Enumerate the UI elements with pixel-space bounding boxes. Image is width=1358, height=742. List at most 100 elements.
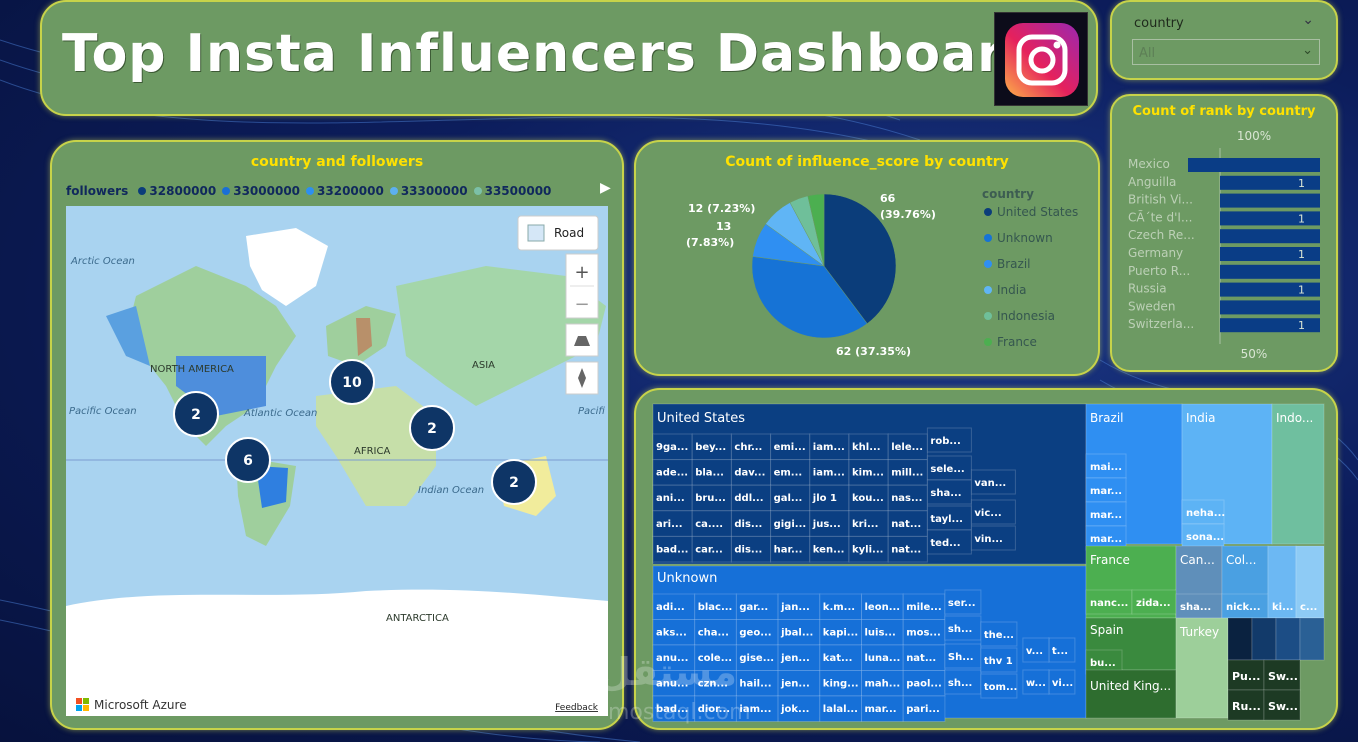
treemap-cell[interactable] [902, 644, 946, 671]
treemap-cell[interactable] [1275, 617, 1301, 661]
pie-legend-item[interactable]: India [997, 283, 1026, 297]
treemap-cell[interactable] [777, 593, 821, 620]
cluster-marker[interactable] [409, 405, 455, 451]
pie-legend-item[interactable]: Indonesia [997, 309, 1055, 323]
treemap-cell[interactable] [1085, 501, 1127, 527]
pie-legend-item[interactable]: Brazil [997, 257, 1031, 271]
treemap-cell[interactable] [861, 695, 904, 722]
treemap-cell[interactable] [926, 505, 972, 531]
treemap-cell[interactable] [819, 695, 863, 722]
treemap-cell[interactable] [809, 484, 850, 512]
treemap-cell[interactable] [887, 459, 928, 486]
bar[interactable] [1220, 193, 1320, 208]
treemap-cell[interactable] [735, 695, 779, 722]
treemap-cell[interactable] [1048, 669, 1076, 695]
treemap-cell[interactable] [944, 589, 982, 615]
treemap-cell[interactable] [861, 644, 904, 671]
treemap-cell[interactable] [735, 670, 779, 697]
treemap-group-uk[interactable] [1085, 669, 1177, 719]
cluster-marker[interactable] [491, 459, 537, 505]
treemap-cell[interactable] [691, 433, 732, 461]
treemap-cell[interactable] [926, 529, 972, 555]
zoom-out-button[interactable]: − [574, 294, 589, 315]
treemap-cell[interactable] [1085, 453, 1127, 479]
treemap-cell[interactable] [1048, 637, 1076, 663]
bar[interactable] [1220, 247, 1320, 261]
treemap-cell[interactable] [1263, 659, 1301, 691]
treemap-cell[interactable] [944, 669, 982, 695]
treemap-cell[interactable] [944, 615, 982, 641]
bar[interactable] [1188, 158, 1320, 172]
treemap-cell[interactable] [652, 619, 696, 646]
treemap-cell[interactable] [902, 670, 946, 697]
cluster-marker[interactable] [225, 437, 271, 483]
pie-legend-item[interactable]: Unknown [997, 231, 1053, 245]
treemap-cell[interactable] [777, 644, 821, 671]
treemap-cell[interactable] [691, 459, 732, 486]
world-map[interactable]: Arctic Ocean Pacific Ocean Atlantic Ocea… [66, 206, 608, 716]
treemap-cell[interactable] [902, 695, 946, 722]
treemap-cell[interactable] [1022, 669, 1050, 695]
treemap-cell[interactable] [691, 510, 732, 537]
treemap-cell[interactable] [861, 619, 904, 646]
treemap-cell[interactable] [770, 535, 811, 563]
treemap-cell[interactable] [730, 484, 772, 512]
treemap-cell[interactable] [980, 621, 1018, 647]
pie-legend-item[interactable]: United States [997, 205, 1078, 219]
treemap-cell[interactable] [1251, 617, 1277, 661]
treemap-group-indonesia[interactable] [1271, 403, 1325, 545]
treemap-cell[interactable] [819, 593, 863, 620]
treemap-cell[interactable] [770, 510, 811, 537]
bar[interactable] [1220, 300, 1320, 315]
treemap-cell[interactable] [652, 484, 693, 512]
treemap-cell[interactable] [980, 673, 1018, 699]
country-dropdown[interactable]: All ⌄ [1132, 39, 1320, 65]
treemap-cell[interactable] [694, 593, 737, 620]
zoom-in-button[interactable]: + [574, 262, 589, 283]
treemap-cell[interactable] [819, 670, 863, 697]
treemap-cell[interactable] [848, 535, 889, 563]
treemap-cell[interactable] [1227, 617, 1253, 661]
treemap-cell[interactable] [691, 535, 732, 563]
bar[interactable] [1220, 175, 1320, 190]
treemap-cell[interactable] [652, 535, 693, 563]
treemap-cell[interactable] [848, 510, 889, 537]
cluster-marker[interactable] [173, 391, 219, 437]
treemap-cell[interactable] [1085, 589, 1133, 615]
bar[interactable] [1220, 282, 1320, 297]
treemap-cell[interactable] [970, 499, 1016, 525]
treemap-cell[interactable] [926, 479, 972, 505]
treemap-cell[interactable] [926, 427, 972, 453]
bar[interactable] [1220, 318, 1320, 333]
treemap-cell[interactable] [887, 433, 928, 461]
pie-legend-item[interactable]: France [997, 335, 1037, 349]
treemap-cell[interactable] [777, 695, 821, 722]
treemap-cell[interactable] [730, 433, 772, 461]
pie-slice[interactable] [807, 193, 825, 267]
treemap-cell[interactable] [1227, 689, 1265, 721]
chevron-down-icon[interactable]: ⌄ [1302, 12, 1314, 28]
treemap-cell[interactable] [887, 535, 928, 563]
treemap-cell[interactable] [1221, 593, 1269, 619]
treemap-cell[interactable] [652, 459, 693, 486]
treemap-cell[interactable] [809, 433, 850, 461]
treemap-cell[interactable] [887, 484, 928, 512]
treemap-cell[interactable] [652, 670, 696, 697]
cluster-marker[interactable] [329, 359, 375, 405]
treemap-cell[interactable] [1131, 589, 1179, 615]
treemap-cell[interactable] [1022, 637, 1050, 663]
pie-slice[interactable] [751, 256, 868, 339]
treemap-cell[interactable] [970, 469, 1016, 495]
treemap-cell[interactable] [1263, 689, 1301, 721]
play-icon[interactable]: ▶ [600, 180, 611, 196]
treemap-cell[interactable] [819, 619, 863, 646]
treemap-cell[interactable] [694, 695, 737, 722]
treemap-cell[interactable] [1227, 659, 1265, 691]
treemap-cell[interactable] [1295, 545, 1325, 619]
treemap-cell[interactable] [652, 433, 693, 461]
pie-slice[interactable] [823, 193, 897, 324]
bar[interactable] [1220, 211, 1320, 226]
treemap-cell[interactable] [1299, 617, 1325, 661]
feedback-link[interactable]: Feedback [555, 703, 599, 713]
treemap-cell[interactable] [970, 525, 1016, 551]
